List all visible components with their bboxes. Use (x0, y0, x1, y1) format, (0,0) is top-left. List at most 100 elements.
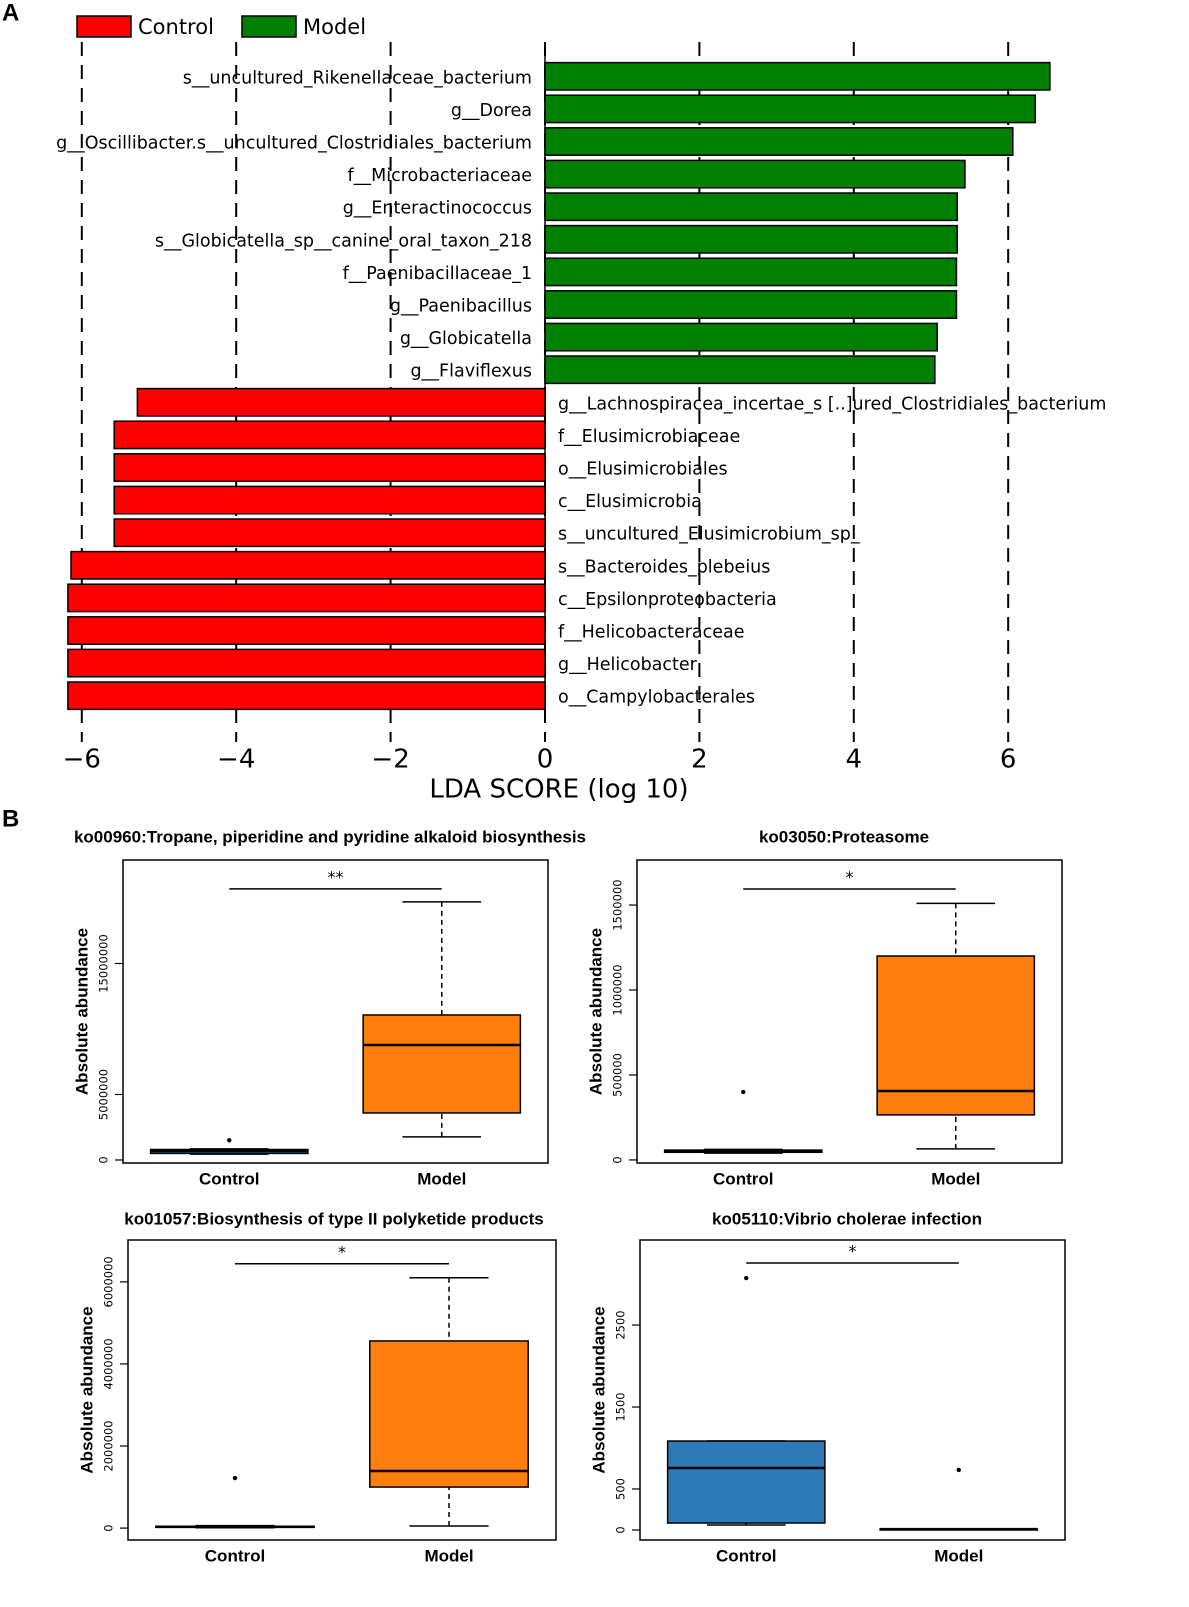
y-axis-title: Absolute abundance (72, 928, 91, 1095)
outlier (227, 1138, 232, 1143)
bar (544, 355, 936, 385)
y-tick-label: 2500 (614, 1310, 628, 1339)
category-label: g__Helicobacter (558, 655, 698, 675)
category-label: s__uncultured_Elusimicrobium_sp_ (558, 525, 860, 545)
x-tick-label: Control (716, 1546, 776, 1565)
bar (67, 616, 546, 645)
category-label: g__Paenibacillus (390, 297, 532, 317)
category-label: o__Elusimicrobiales (558, 460, 728, 480)
box (362, 1014, 522, 1114)
bar (544, 61, 1051, 91)
x-tick-label: Control (713, 1169, 773, 1188)
significance-label: ** (328, 867, 344, 886)
y-tick-label: 500000 (611, 1053, 625, 1097)
chart-title: ko03050:Proteasome (759, 827, 929, 846)
category-label: o__Campylobacterales (558, 688, 755, 708)
bar (67, 583, 546, 613)
y-tick-label: 5000000 (97, 1069, 111, 1120)
x-tick-label: Model (934, 1546, 983, 1565)
x-tick-label: Model (931, 1169, 980, 1188)
bar (70, 550, 546, 580)
category-label: g__Oscillibacter.s__uncultured_Clostridi… (56, 134, 532, 154)
box (666, 1440, 826, 1524)
category-label: f__Microbacteriaceae (347, 166, 532, 186)
category-label: c__Elusimicrobia (558, 492, 702, 512)
legend-swatch (76, 15, 132, 38)
y-axis-title: Absolute abundance (586, 928, 605, 1095)
category-label: s__Bacteroides_plebeius (558, 557, 770, 577)
y-tick-label: 0 (102, 1524, 116, 1531)
y-tick-label: 1500 (614, 1392, 628, 1421)
plot-frame (127, 1239, 557, 1541)
category-label: f__Helicobacteraceae (558, 623, 745, 643)
plot-frame (639, 1239, 1066, 1541)
outlier (232, 1475, 238, 1481)
panel-label: B (2, 805, 19, 832)
category-label: f__Paenibacillaceae_1 (343, 264, 532, 284)
chart-title: ko05110:Vibrio cholerae infection (712, 1209, 982, 1228)
x-tick-label: −6 (63, 745, 101, 775)
y-tick-label: 15000000 (97, 934, 111, 993)
y-tick-label: 4000000 (102, 1338, 116, 1389)
bar (544, 224, 958, 254)
y-axis-title: Absolute abundance (589, 1306, 608, 1473)
y-tick-label: 2000000 (102, 1420, 116, 1471)
x-tick-label: Model (417, 1169, 466, 1188)
legend-label: Control (138, 15, 214, 39)
bar (544, 159, 966, 189)
bar (544, 127, 1014, 156)
y-tick-label: 0 (614, 1526, 628, 1533)
box (876, 955, 1036, 1116)
category-label: s__uncultured_Rikenellaceae_bacterium (183, 68, 532, 88)
panel-label: A (2, 0, 19, 26)
x-tick-label: −2 (371, 745, 409, 775)
x-tick-label: 0 (537, 745, 554, 775)
category-label: g__Lachnospiracea_incertae_s [..]ured_Cl… (558, 394, 1106, 414)
x-tick-label: Control (205, 1546, 265, 1565)
category-label: f__Elusimicrobiaceae (558, 427, 740, 447)
x-tick-label: Model (424, 1546, 473, 1565)
bar (67, 648, 546, 678)
category-label: c__Epsilonproteobacteria (558, 590, 777, 610)
plot-frame (122, 859, 549, 1164)
outlier (744, 1275, 749, 1281)
y-tick-label: 0 (97, 1156, 111, 1163)
category-label: g__Dorea (451, 101, 532, 121)
bar (113, 485, 546, 515)
y-tick-label: 6000000 (102, 1256, 116, 1307)
chart-title: ko00960:Tropane, piperidine and pyridine… (74, 827, 586, 846)
y-tick-label: 1000000 (611, 964, 625, 1015)
category-label: g__Globicatella (400, 329, 532, 349)
bar (544, 322, 938, 352)
x-tick-label: 6 (1000, 745, 1017, 775)
x-tick-label: Control (199, 1169, 259, 1188)
outlier (741, 1089, 746, 1095)
x-tick-label: 4 (846, 745, 863, 775)
bar (113, 453, 546, 482)
y-tick-label: 1500000 (611, 879, 625, 930)
plot-frame (636, 859, 1063, 1164)
y-tick-label: 0 (611, 1156, 625, 1163)
bar (544, 94, 1036, 124)
category-label: s__Globicatella_sp__canine_oral_taxon_21… (155, 231, 532, 251)
legend-label: Model (303, 15, 366, 39)
category-label: g__Flaviflexus (410, 362, 532, 382)
bar (67, 681, 546, 711)
significance-label: * (849, 1242, 857, 1261)
y-axis-title: Absolute abundance (77, 1306, 96, 1473)
bar (113, 420, 546, 450)
x-tick-label: −4 (217, 745, 255, 775)
x-tick-label: 2 (691, 745, 708, 775)
legend-swatch (241, 15, 297, 38)
box (369, 1340, 529, 1488)
bar (544, 257, 958, 287)
y-tick-label: 500 (614, 1478, 628, 1500)
category-label: g__Enteractinococcus (343, 199, 532, 219)
bar (544, 192, 958, 222)
significance-label: * (338, 1242, 346, 1261)
bar (113, 518, 546, 548)
bar (544, 290, 958, 319)
x-axis-title: LDA SCORE (log 10) (429, 775, 688, 805)
significance-label: * (846, 868, 854, 887)
